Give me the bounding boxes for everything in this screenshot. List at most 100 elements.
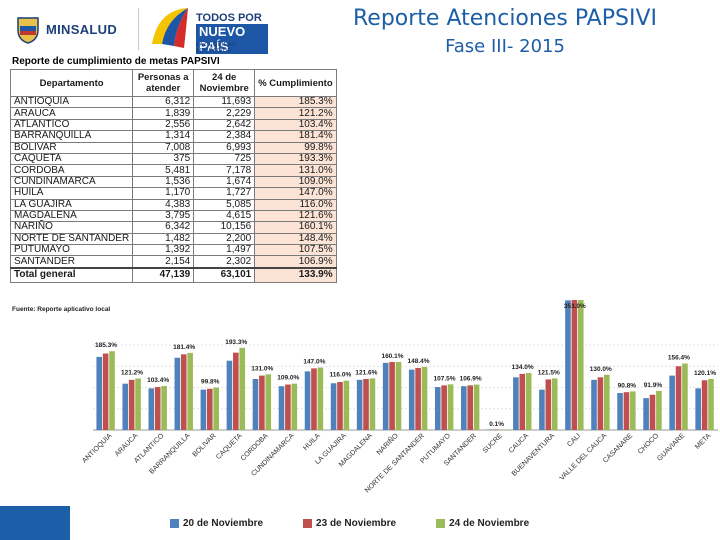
category-label: SUCRE	[482, 432, 505, 455]
bar	[617, 393, 623, 430]
data-label: 181.4%	[173, 344, 195, 351]
cell-cumplimiento: 131.0%	[254, 164, 337, 177]
bar	[408, 369, 415, 430]
bar	[630, 391, 636, 430]
category-label: META	[694, 432, 713, 451]
cell-departamento: HUILA	[9, 187, 134, 200]
bar	[447, 384, 454, 430]
bar	[565, 300, 571, 430]
bar	[161, 386, 167, 430]
bar	[356, 379, 363, 430]
compliance-table: Departamento Personas a atender 24 de No…	[9, 69, 337, 283]
table-row: MAGDALENA 3,795 4,615 121.6%	[9, 209, 337, 223]
compliance-bar-chart: 185.3%ANTIOQUIA121.2%ARAUCA103.4%ATLANTI…	[81, 300, 718, 494]
cell-fecha: 2,384	[193, 130, 256, 143]
bar	[369, 378, 376, 430]
cell-personas: 6,342	[132, 221, 195, 234]
cell-fecha: 1,727	[193, 187, 256, 200]
bar	[487, 429, 493, 430]
cell-cumplimiento: 109.0%	[254, 175, 337, 189]
bar	[102, 353, 109, 430]
cell-departamento: CUNDINAMARCA	[9, 175, 134, 189]
bar	[519, 373, 526, 430]
bar	[122, 383, 129, 430]
bar	[415, 367, 421, 430]
logo-line-2: NUEVO PAÍS	[196, 24, 268, 54]
table-row: CORDOBA 5,481 7,178 131.0%	[9, 164, 337, 177]
data-label: 106.9%	[460, 376, 482, 383]
data-label: 185.3%	[95, 342, 117, 349]
cell-cumplimiento: 99.8%	[254, 141, 337, 154]
cell-departamento: BOLIVAR	[9, 141, 134, 154]
cell-personas: 2,556	[132, 118, 195, 132]
minsalud-logo: MINSALUD	[8, 8, 139, 50]
cell-cumplimiento: 106.9%	[254, 255, 337, 269]
bar	[525, 373, 532, 430]
cell-personas: 4,383	[132, 198, 195, 211]
table-caption: Reporte de cumplimiento de metas PAPSIVI	[12, 56, 220, 67]
bar	[304, 371, 311, 430]
cell-personas: 1,482	[132, 232, 195, 246]
bar	[545, 379, 552, 430]
data-label: 131.0%	[251, 365, 273, 372]
data-label: 103.4%	[147, 377, 169, 384]
bar	[109, 351, 115, 430]
table-row: NARIÑO 6,342 10,156 160.1%	[9, 221, 337, 234]
bar	[174, 357, 181, 430]
data-label: 116.0%	[330, 372, 352, 379]
bar	[213, 387, 219, 430]
bar	[656, 390, 662, 430]
bar	[623, 392, 630, 430]
col-header-departamento: Departamento	[9, 69, 134, 97]
bar	[643, 398, 649, 430]
cell-cumplimiento: 103.4%	[254, 118, 337, 132]
cell-personas: 5,481	[132, 164, 195, 177]
data-label: 90.8%	[618, 382, 637, 389]
cell-personas: 1,392	[132, 244, 195, 257]
bar	[337, 381, 343, 430]
data-label: 160.1%	[381, 353, 403, 360]
bar	[571, 300, 578, 430]
data-label: 121.5%	[538, 369, 560, 376]
bar	[259, 375, 265, 430]
cell-fecha: 1,497	[193, 244, 256, 257]
category-label: CALI	[566, 432, 582, 448]
bar	[252, 379, 259, 430]
bar	[682, 363, 688, 430]
cell-personas: 375	[132, 152, 195, 166]
bar	[343, 380, 350, 430]
cell-departamento: SANTANDER	[9, 255, 134, 269]
total-cell: 63,101	[193, 266, 256, 283]
table-row: CAQUETA 375 725 193.3%	[9, 152, 337, 166]
total-cell: Total general	[9, 266, 134, 283]
cell-fecha: 4,615	[193, 209, 256, 223]
cell-cumplimiento: 121.2%	[254, 107, 337, 120]
cell-fecha: 2,302	[193, 255, 256, 269]
cell-fecha: 5,085	[193, 198, 256, 211]
table-row: BARRANQUILLA 1,314 2,384 181.4%	[9, 130, 337, 143]
category-label: GUAVIARE	[656, 432, 686, 462]
cell-departamento: CAQUETA	[9, 152, 134, 166]
bar	[180, 354, 187, 430]
coat-of-arms-icon	[17, 17, 39, 44]
cell-cumplimiento: 107.5%	[254, 244, 337, 257]
logo-line-3: PAZ EQUIDAD EDUCACIÓN	[196, 42, 237, 54]
col-header-fecha: 24 de Noviembre	[193, 69, 256, 97]
table-header-row: Departamento Personas a atender 24 de No…	[9, 69, 337, 97]
corner-accent	[0, 506, 70, 540]
cell-departamento: CORDOBA	[9, 164, 134, 177]
cell-cumplimiento: 160.1%	[254, 221, 337, 234]
bar	[96, 356, 103, 430]
bar	[395, 361, 402, 430]
total-cell: 133.9%	[254, 266, 337, 283]
bar	[389, 362, 395, 430]
legend-item-20-nov: 20 de Noviembre	[170, 518, 263, 529]
table-row: SANTANDER 2,154 2,302 106.9%	[9, 255, 337, 269]
page-subtitle: Fase III- 2015	[445, 36, 565, 57]
cell-cumplimiento: 147.0%	[254, 187, 337, 200]
cell-departamento: NORTE DE SANTANDER	[9, 232, 134, 246]
bar	[278, 386, 285, 430]
bar	[206, 388, 213, 430]
bar	[695, 388, 701, 430]
category-label: ARAUCA	[114, 432, 140, 458]
